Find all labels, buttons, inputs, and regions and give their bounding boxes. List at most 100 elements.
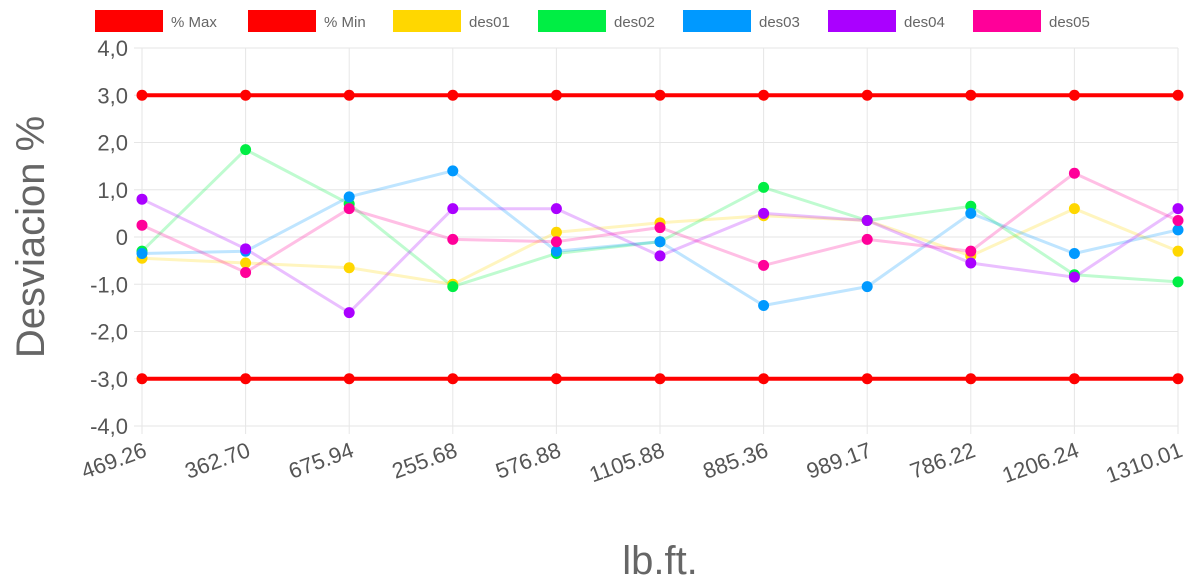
- data-point[interactable]: [550, 203, 562, 215]
- y-tick-label: -2,0: [90, 320, 128, 345]
- data-point[interactable]: [240, 89, 252, 101]
- data-point[interactable]: [343, 191, 355, 203]
- data-point[interactable]: [1068, 89, 1080, 101]
- data-point[interactable]: [654, 222, 666, 234]
- y-axis-title: Desviacion %: [9, 116, 53, 358]
- data-point[interactable]: [965, 257, 977, 269]
- x-tick-label: 989.17: [803, 437, 875, 484]
- data-point[interactable]: [965, 89, 977, 101]
- data-point[interactable]: [343, 89, 355, 101]
- data-point[interactable]: [758, 373, 770, 385]
- data-point[interactable]: [343, 373, 355, 385]
- data-point[interactable]: [965, 207, 977, 219]
- x-tick-label: 255.68: [389, 437, 461, 484]
- data-point[interactable]: [136, 219, 148, 231]
- data-point[interactable]: [550, 373, 562, 385]
- legend-item[interactable]: des01: [393, 10, 510, 32]
- data-point[interactable]: [447, 89, 459, 101]
- legend-label: % Min: [324, 14, 366, 31]
- data-point[interactable]: [343, 262, 355, 274]
- data-point[interactable]: [550, 226, 562, 238]
- data-point[interactable]: [758, 259, 770, 271]
- data-point[interactable]: [758, 89, 770, 101]
- y-tick-label: -1,0: [90, 272, 128, 297]
- data-point[interactable]: [136, 373, 148, 385]
- y-axis-ticks: -4,0 -3,0 -2,0 -1,0 0 1,0 2,0 3,0 4,0: [90, 36, 128, 439]
- data-point[interactable]: [1068, 373, 1080, 385]
- y-tick-label: 4,0: [97, 36, 128, 61]
- data-point[interactable]: [758, 207, 770, 219]
- data-point[interactable]: [654, 236, 666, 248]
- data-point[interactable]: [965, 245, 977, 257]
- legend-item[interactable]: des03: [683, 10, 800, 32]
- y-tick-label: 0: [116, 225, 128, 250]
- legend-label: des05: [1049, 14, 1090, 31]
- y-tick-label: -3,0: [90, 367, 128, 392]
- y-tick-label: -4,0: [90, 414, 128, 439]
- x-axis-title: lb.ft.: [622, 539, 698, 581]
- data-point[interactable]: [654, 89, 666, 101]
- legend-swatch: [95, 10, 163, 32]
- x-tick-label: 576.88: [492, 437, 564, 484]
- data-point[interactable]: [240, 257, 252, 269]
- legend-swatch: [248, 10, 316, 32]
- data-point[interactable]: [965, 373, 977, 385]
- legend-label: des04: [904, 14, 945, 31]
- data-point[interactable]: [447, 281, 459, 293]
- legend[interactable]: % Max % Min des01 des02 des03 des04 des05: [95, 10, 1090, 32]
- data-point[interactable]: [1172, 203, 1184, 215]
- data-point[interactable]: [447, 233, 459, 245]
- data-point[interactable]: [1068, 167, 1080, 179]
- x-tick-label: 885.36: [700, 437, 772, 484]
- legend-item[interactable]: des02: [538, 10, 655, 32]
- legend-item[interactable]: des05: [973, 10, 1090, 32]
- legend-label: % Max: [171, 14, 217, 31]
- data-point[interactable]: [1068, 203, 1080, 215]
- data-point[interactable]: [758, 181, 770, 193]
- data-point[interactable]: [654, 373, 666, 385]
- data-point[interactable]: [1172, 276, 1184, 288]
- legend-swatch: [683, 10, 751, 32]
- legend-item[interactable]: des04: [828, 10, 945, 32]
- legend-item[interactable]: % Min: [248, 10, 366, 32]
- data-point[interactable]: [1172, 214, 1184, 226]
- data-point[interactable]: [861, 89, 873, 101]
- data-point[interactable]: [1172, 245, 1184, 257]
- data-point[interactable]: [240, 243, 252, 255]
- data-point[interactable]: [240, 373, 252, 385]
- data-point[interactable]: [447, 373, 459, 385]
- data-point[interactable]: [1068, 248, 1080, 260]
- data-point[interactable]: [1172, 373, 1184, 385]
- data-point[interactable]: [343, 307, 355, 319]
- data-point[interactable]: [240, 144, 252, 156]
- legend-label: des01: [469, 14, 510, 31]
- data-point[interactable]: [654, 250, 666, 262]
- data-point[interactable]: [550, 236, 562, 248]
- x-tick-label: 1310.01: [1102, 437, 1185, 488]
- y-tick-label: 2,0: [97, 131, 128, 156]
- data-point[interactable]: [1172, 224, 1184, 236]
- data-point[interactable]: [758, 300, 770, 312]
- data-point[interactable]: [1172, 89, 1184, 101]
- x-tick-label: 362.70: [182, 437, 254, 484]
- data-point[interactable]: [1068, 271, 1080, 283]
- data-point[interactable]: [136, 89, 148, 101]
- data-point[interactable]: [861, 233, 873, 245]
- data-point[interactable]: [861, 373, 873, 385]
- legend-item[interactable]: % Max: [95, 10, 217, 32]
- data-point[interactable]: [343, 203, 355, 215]
- data-point[interactable]: [240, 266, 252, 278]
- data-point[interactable]: [550, 89, 562, 101]
- data-point[interactable]: [447, 165, 459, 177]
- data-point[interactable]: [136, 193, 148, 205]
- y-tick-label: 1,0: [97, 178, 128, 203]
- data-point[interactable]: [136, 248, 148, 260]
- data-point[interactable]: [861, 281, 873, 293]
- data-point[interactable]: [447, 203, 459, 215]
- data-point[interactable]: [550, 245, 562, 257]
- y-tick-label: 3,0: [97, 83, 128, 108]
- data-point[interactable]: [861, 214, 873, 226]
- legend-swatch: [538, 10, 606, 32]
- x-tick-label: 1206.24: [999, 437, 1082, 488]
